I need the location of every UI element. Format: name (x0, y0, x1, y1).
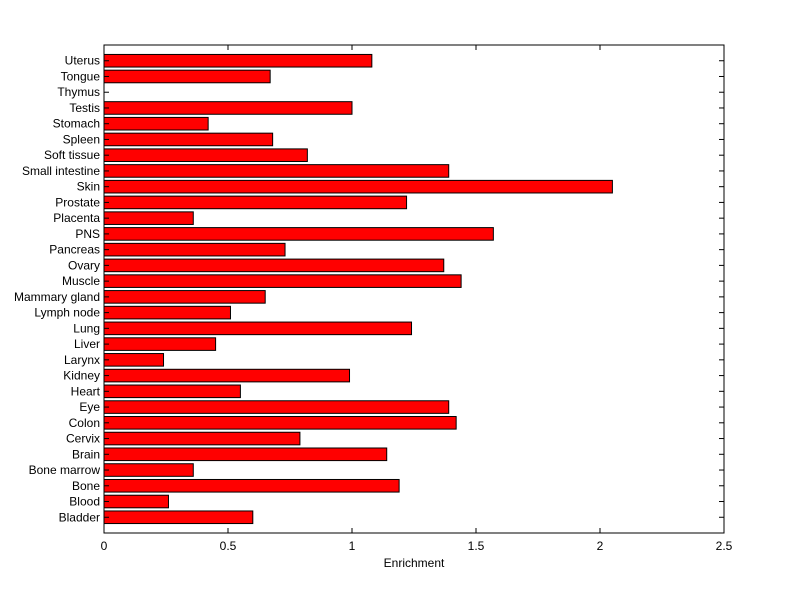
x-tick-label: 0 (101, 539, 108, 553)
bar (103, 132, 274, 147)
y-tick-label: Blood (69, 495, 100, 509)
y-tick-label: Pancreas (49, 243, 100, 257)
y-tick-label: Liver (74, 337, 100, 351)
x-tick-label: 1.5 (468, 539, 485, 553)
bar (103, 494, 169, 509)
x-tick-label: 1 (349, 539, 356, 553)
bar (103, 431, 301, 446)
bar (103, 101, 353, 115)
bar (103, 179, 613, 194)
x-axis-label: Enrichment (384, 556, 445, 570)
y-tick-label: Mammary gland (14, 290, 100, 304)
x-axis-ticks: 0 0.5 1 1.5 2 2.5 (101, 45, 733, 553)
y-tick-label: Tongue (61, 69, 101, 83)
y-tick-label: Muscle (62, 274, 100, 288)
bar (103, 478, 400, 493)
y-tick-label: Skin (77, 180, 100, 194)
y-tick-label: Kidney (63, 369, 100, 383)
x-tick-label: 2.5 (716, 539, 733, 553)
y-tick-label: Brain (72, 447, 100, 461)
bar (103, 227, 494, 241)
y-tick-label: Eye (79, 400, 100, 414)
bar (103, 53, 373, 68)
bar (103, 116, 209, 131)
bar (103, 368, 351, 383)
bar (103, 211, 194, 225)
y-tick-label: Prostate (55, 195, 100, 209)
y-tick-label: Heart (71, 384, 101, 398)
bar (103, 353, 165, 367)
y-tick-label: Placenta (53, 211, 100, 225)
y-tick-label: Thymus (57, 85, 100, 99)
y-tick-label: Bone (72, 479, 100, 493)
y-tick-label: Lung (73, 321, 100, 335)
bar (103, 321, 413, 336)
y-tick-label: PNS (75, 227, 100, 241)
y-tick-label: Stomach (53, 117, 100, 131)
y-tick-label: Soft tissue (44, 148, 100, 162)
bar (103, 384, 241, 399)
bar (103, 400, 450, 414)
bar (103, 290, 266, 304)
y-tick-label: Bone marrow (29, 463, 101, 477)
bar (103, 258, 445, 273)
y-tick-label: Ovary (68, 258, 100, 272)
bar (103, 337, 217, 351)
y-tick-label: Spleen (63, 132, 100, 146)
bar-group (103, 53, 613, 525)
bar (103, 69, 271, 84)
x-tick-label: 0.5 (220, 539, 237, 553)
x-tick-label: 2 (597, 539, 604, 553)
bar (103, 148, 308, 162)
bar (103, 274, 462, 288)
bar (103, 242, 286, 257)
bar (103, 463, 194, 477)
bar (103, 416, 457, 430)
y-tick-label: Testis (69, 101, 100, 115)
bar (103, 447, 388, 462)
bar (103, 164, 450, 178)
y-tick-label: Larynx (64, 353, 100, 367)
y-tick-label: Cervix (66, 432, 100, 446)
plot-frame (103, 44, 725, 534)
y-tick-label: Uterus (65, 54, 100, 68)
y-tick-label: Lymph node (34, 306, 100, 320)
y-tick-label: Colon (69, 416, 100, 430)
y-tick-label: Bladder (59, 510, 100, 524)
bar (103, 195, 408, 210)
y-tick-label: Small intestine (22, 164, 100, 178)
bar (103, 305, 231, 320)
bar (103, 510, 254, 525)
